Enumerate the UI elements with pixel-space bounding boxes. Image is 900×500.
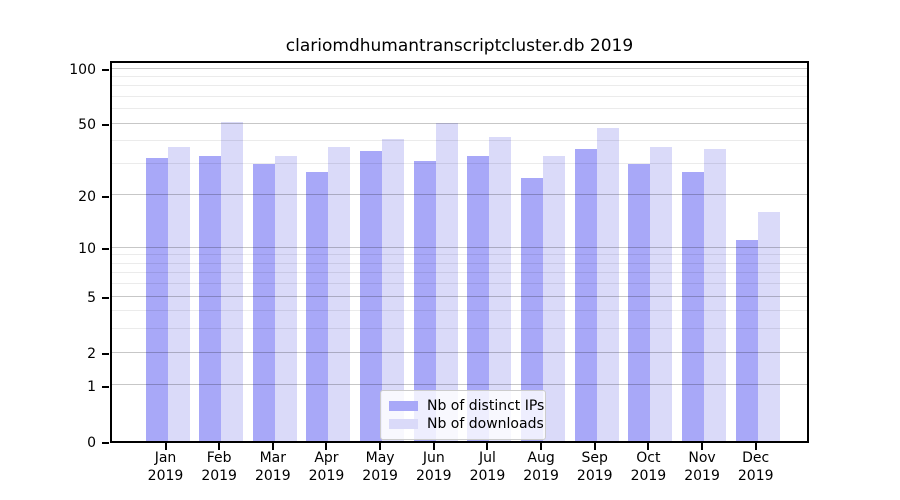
gridline <box>112 351 807 353</box>
x-axis-tick <box>325 443 328 450</box>
bar-ips-apr <box>306 171 329 441</box>
bar-downloads-jun <box>435 123 458 441</box>
y-axis-tick <box>102 353 109 356</box>
x-tick-label: Aug 2019 <box>523 450 559 484</box>
y-axis-tick <box>102 68 109 71</box>
bar-downloads-oct <box>650 147 673 441</box>
x-axis-tick <box>647 443 650 450</box>
bar-ips-mar <box>252 163 275 441</box>
legend-label-ips: Nb of distinct IPs <box>427 398 545 414</box>
y-tick-label: 50 <box>78 117 96 134</box>
x-tick-label: Jul 2019 <box>469 450 506 484</box>
gridline <box>112 162 807 164</box>
bar-downloads-dec <box>757 212 780 441</box>
y-tick-label: 20 <box>78 188 96 205</box>
x-tick-label: Nov 2019 <box>684 450 720 484</box>
legend-swatch-ips <box>389 401 418 411</box>
y-tick-label: 2 <box>87 346 96 363</box>
x-axis-tick <box>271 443 274 450</box>
chart-title: clariomdhumantranscriptcluster.db 2019 <box>285 36 634 56</box>
y-axis-tick <box>102 442 109 444</box>
bar-ips-oct <box>628 163 651 441</box>
x-tick-label: Sep 2019 <box>576 450 613 484</box>
y-axis-tick <box>102 248 109 251</box>
y-tick-label: 1 <box>87 378 96 395</box>
bar-ips-jun <box>413 160 436 441</box>
gridline <box>112 384 807 386</box>
gridline <box>112 254 807 256</box>
bar-ips-jul <box>467 156 490 441</box>
gridline <box>112 272 807 274</box>
x-tick-label: Mar 2019 <box>254 450 291 484</box>
bar-downloads-jan <box>167 147 190 441</box>
legend-swatch-downloads <box>389 419 418 429</box>
bar-downloads-aug <box>543 156 566 441</box>
y-tick-label: 10 <box>78 241 96 258</box>
gridline <box>112 328 807 330</box>
bar-downloads-mar <box>274 156 297 441</box>
bar-downloads-feb <box>221 121 244 441</box>
x-tick-label: Jan 2019 <box>147 450 184 484</box>
bar-ips-may <box>360 151 383 441</box>
plot-area: Nb of distinct IPs Nb of downloads <box>110 61 809 443</box>
gridline <box>112 246 807 248</box>
bar-ips-feb <box>199 156 222 441</box>
x-axis-tick <box>540 443 543 450</box>
gridline <box>112 194 807 196</box>
y-axis-tick <box>102 297 109 300</box>
y-tick-label: 100 <box>69 61 96 78</box>
bar-ips-sep <box>574 149 597 441</box>
gridline <box>112 283 807 285</box>
bar-downloads-sep <box>596 128 619 441</box>
x-tick-label: Apr 2019 <box>308 450 345 484</box>
legend-item-distinct-ips: Nb of distinct IPs <box>389 397 544 415</box>
gridline <box>112 262 807 264</box>
gridline <box>112 75 807 77</box>
x-tick-label: Feb 2019 <box>201 450 237 484</box>
x-axis-tick <box>486 443 489 450</box>
gridline <box>112 310 807 312</box>
x-tick-label: Oct 2019 <box>630 450 667 484</box>
legend-label-downloads: Nb of downloads <box>427 416 544 432</box>
gridline <box>112 108 807 110</box>
y-tick-label: 0 <box>87 435 96 451</box>
x-axis-tick <box>593 443 596 450</box>
bar-downloads-jul <box>489 137 512 441</box>
x-tick-label: Jun 2019 <box>415 450 452 484</box>
bar-downloads-nov <box>704 149 727 441</box>
legend-item-downloads: Nb of downloads <box>389 415 544 433</box>
x-axis-tick <box>432 443 435 450</box>
gridline <box>112 295 807 297</box>
x-axis-tick <box>218 443 221 450</box>
y-axis-tick <box>102 385 109 388</box>
gridline <box>112 85 807 87</box>
bar-ips-dec <box>735 240 758 441</box>
bar-downloads-apr <box>328 147 351 441</box>
bar-downloads-may <box>382 138 405 441</box>
x-axis-tick <box>701 443 704 450</box>
y-axis-tick <box>102 195 109 198</box>
x-axis-tick <box>379 443 382 450</box>
x-axis-tick <box>754 443 757 450</box>
x-tick-label: May 2019 <box>362 450 398 484</box>
gridline <box>112 95 807 97</box>
gridline <box>112 67 807 69</box>
gridline <box>112 140 807 142</box>
bar-ips-nov <box>682 171 705 441</box>
bar-ips-aug <box>521 177 544 441</box>
x-tick-label: Dec 2019 <box>737 450 774 484</box>
bar-ips-jan <box>145 158 168 441</box>
x-axis-tick <box>164 443 167 450</box>
gridline <box>112 122 807 124</box>
y-axis-tick <box>102 124 109 127</box>
legend: Nb of distinct IPs Nb of downloads <box>380 390 546 440</box>
y-tick-label: 5 <box>87 290 96 307</box>
